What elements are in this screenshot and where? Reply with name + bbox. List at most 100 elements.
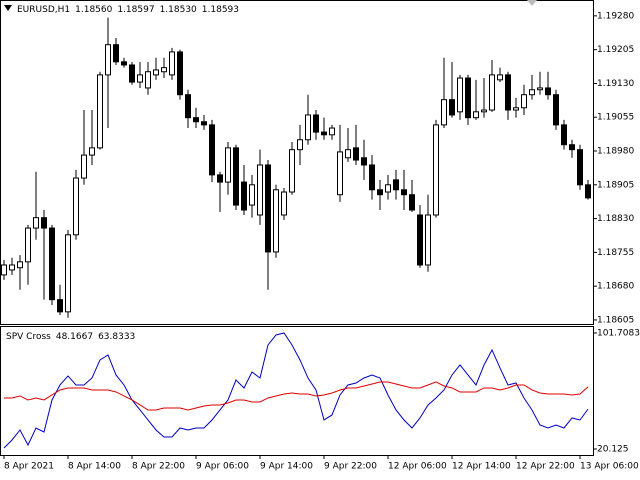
- candle-body: [105, 44, 111, 76]
- candle-body: [145, 71, 151, 89]
- candle-body: [569, 144, 575, 151]
- candle-body: [545, 87, 551, 96]
- candle-body: [561, 124, 567, 146]
- candle-body: [481, 109, 487, 113]
- candle-body: [153, 69, 159, 76]
- candle-body: [457, 77, 463, 113]
- candle-body: [137, 74, 143, 83]
- candle-body: [97, 74, 103, 149]
- y-tick-label: 1.18755: [597, 248, 634, 258]
- x-tick-label: 8 Apr 22:00: [132, 462, 185, 472]
- candle-body: [169, 51, 175, 76]
- x-tick-label: 12 Apr 14:00: [452, 462, 511, 472]
- x-tick-label: 8 Apr 14:00: [68, 462, 121, 472]
- candle-body: [185, 94, 191, 119]
- x-tick-label: 13 Apr 06:00: [580, 462, 639, 472]
- candle-body: [233, 147, 239, 206]
- candle-body: [337, 151, 343, 196]
- candle-body: [57, 299, 63, 313]
- candle-body: [129, 64, 135, 83]
- candle-body: [433, 124, 439, 216]
- candle-body: [345, 149, 351, 159]
- y-tick-label: 1.19280: [597, 11, 634, 21]
- y-tick-label: 101.7083: [597, 328, 640, 338]
- candle-body: [409, 194, 415, 211]
- candle-body: [465, 77, 471, 119]
- candle-body: [529, 89, 535, 96]
- candle-body: [513, 107, 519, 111]
- candle-body: [17, 261, 23, 269]
- candle-body: [521, 94, 527, 109]
- candle-body: [377, 189, 383, 196]
- pane-header: SPV Cross 48.1667 63.8333: [6, 332, 135, 342]
- x-tick-label: 9 Apr 06:00: [196, 462, 249, 472]
- y-tick-label: 20.125: [597, 444, 629, 454]
- header-title: SPV Cross: [6, 332, 51, 342]
- candle-body: [425, 214, 431, 266]
- candle-body: [265, 164, 271, 253]
- candle-body: [361, 157, 367, 166]
- header-value: 63.8333: [98, 332, 135, 342]
- y-tick-label: 1.19130: [597, 79, 634, 89]
- header-value: 1.18530: [160, 5, 197, 15]
- candle-body: [401, 189, 407, 196]
- candle-body: [537, 87, 543, 91]
- candle-body: [369, 164, 375, 191]
- candle-body: [217, 174, 223, 183]
- candle-body: [313, 114, 319, 133]
- candle-body: [49, 227, 55, 301]
- indicator-line: [3, 332, 589, 449]
- candle-body: [385, 184, 391, 193]
- candle-body: [353, 147, 359, 161]
- indicator-line: [4, 381, 589, 411]
- indicator-pane-frame: [0, 326, 594, 456]
- candle-body: [321, 131, 327, 136]
- candle-body: [177, 51, 183, 96]
- candle-body: [161, 67, 167, 73]
- x-tick-label: 9 Apr 14:00: [260, 462, 313, 472]
- candle-body: [241, 181, 247, 211]
- pane-header: EURUSD,H1 1.18560 1.18597 1.18530 1.18593: [17, 5, 239, 15]
- candle-body: [273, 189, 279, 253]
- candle-body: [193, 117, 199, 123]
- candle-body: [329, 127, 335, 136]
- candle-body: [89, 147, 95, 156]
- candle-body: [33, 217, 39, 229]
- candle-body: [489, 74, 495, 111]
- header-value: 1.18593: [202, 5, 239, 15]
- y-tick-label: 1.18830: [597, 214, 634, 224]
- candle-body: [257, 164, 263, 216]
- candle-body: [9, 264, 15, 271]
- candle-body: [577, 149, 583, 186]
- candle-body: [553, 94, 559, 126]
- shift-marker[interactable]: [527, 0, 537, 6]
- candle-body: [393, 179, 399, 191]
- y-tick-label: 1.18680: [597, 282, 634, 292]
- candle-body: [73, 177, 79, 236]
- candle-body: [121, 61, 127, 66]
- candle-body: [289, 149, 295, 193]
- candle-body: [305, 114, 311, 141]
- candle-body: [297, 139, 303, 151]
- price-pane-frame: [0, 0, 594, 325]
- candle-body: [585, 184, 591, 199]
- candle-body: [201, 121, 207, 126]
- header-title: EURUSD,H1: [17, 5, 70, 15]
- candle-body: [65, 234, 71, 313]
- candle-body: [41, 217, 47, 229]
- candle-body: [505, 74, 511, 111]
- header-value: 1.18560: [75, 5, 112, 15]
- y-tick-label: 1.18980: [597, 147, 634, 157]
- y-tick-label: 1.19055: [597, 113, 634, 123]
- header-value: 48.1667: [56, 332, 93, 342]
- candle-body: [225, 147, 231, 183]
- candle-body: [449, 99, 455, 116]
- candle-body: [113, 44, 119, 63]
- x-tick-label: 12 Apr 22:00: [516, 462, 575, 472]
- menu-triangle[interactable]: [4, 5, 12, 11]
- candle-body: [81, 154, 87, 179]
- candle-body: [417, 214, 423, 266]
